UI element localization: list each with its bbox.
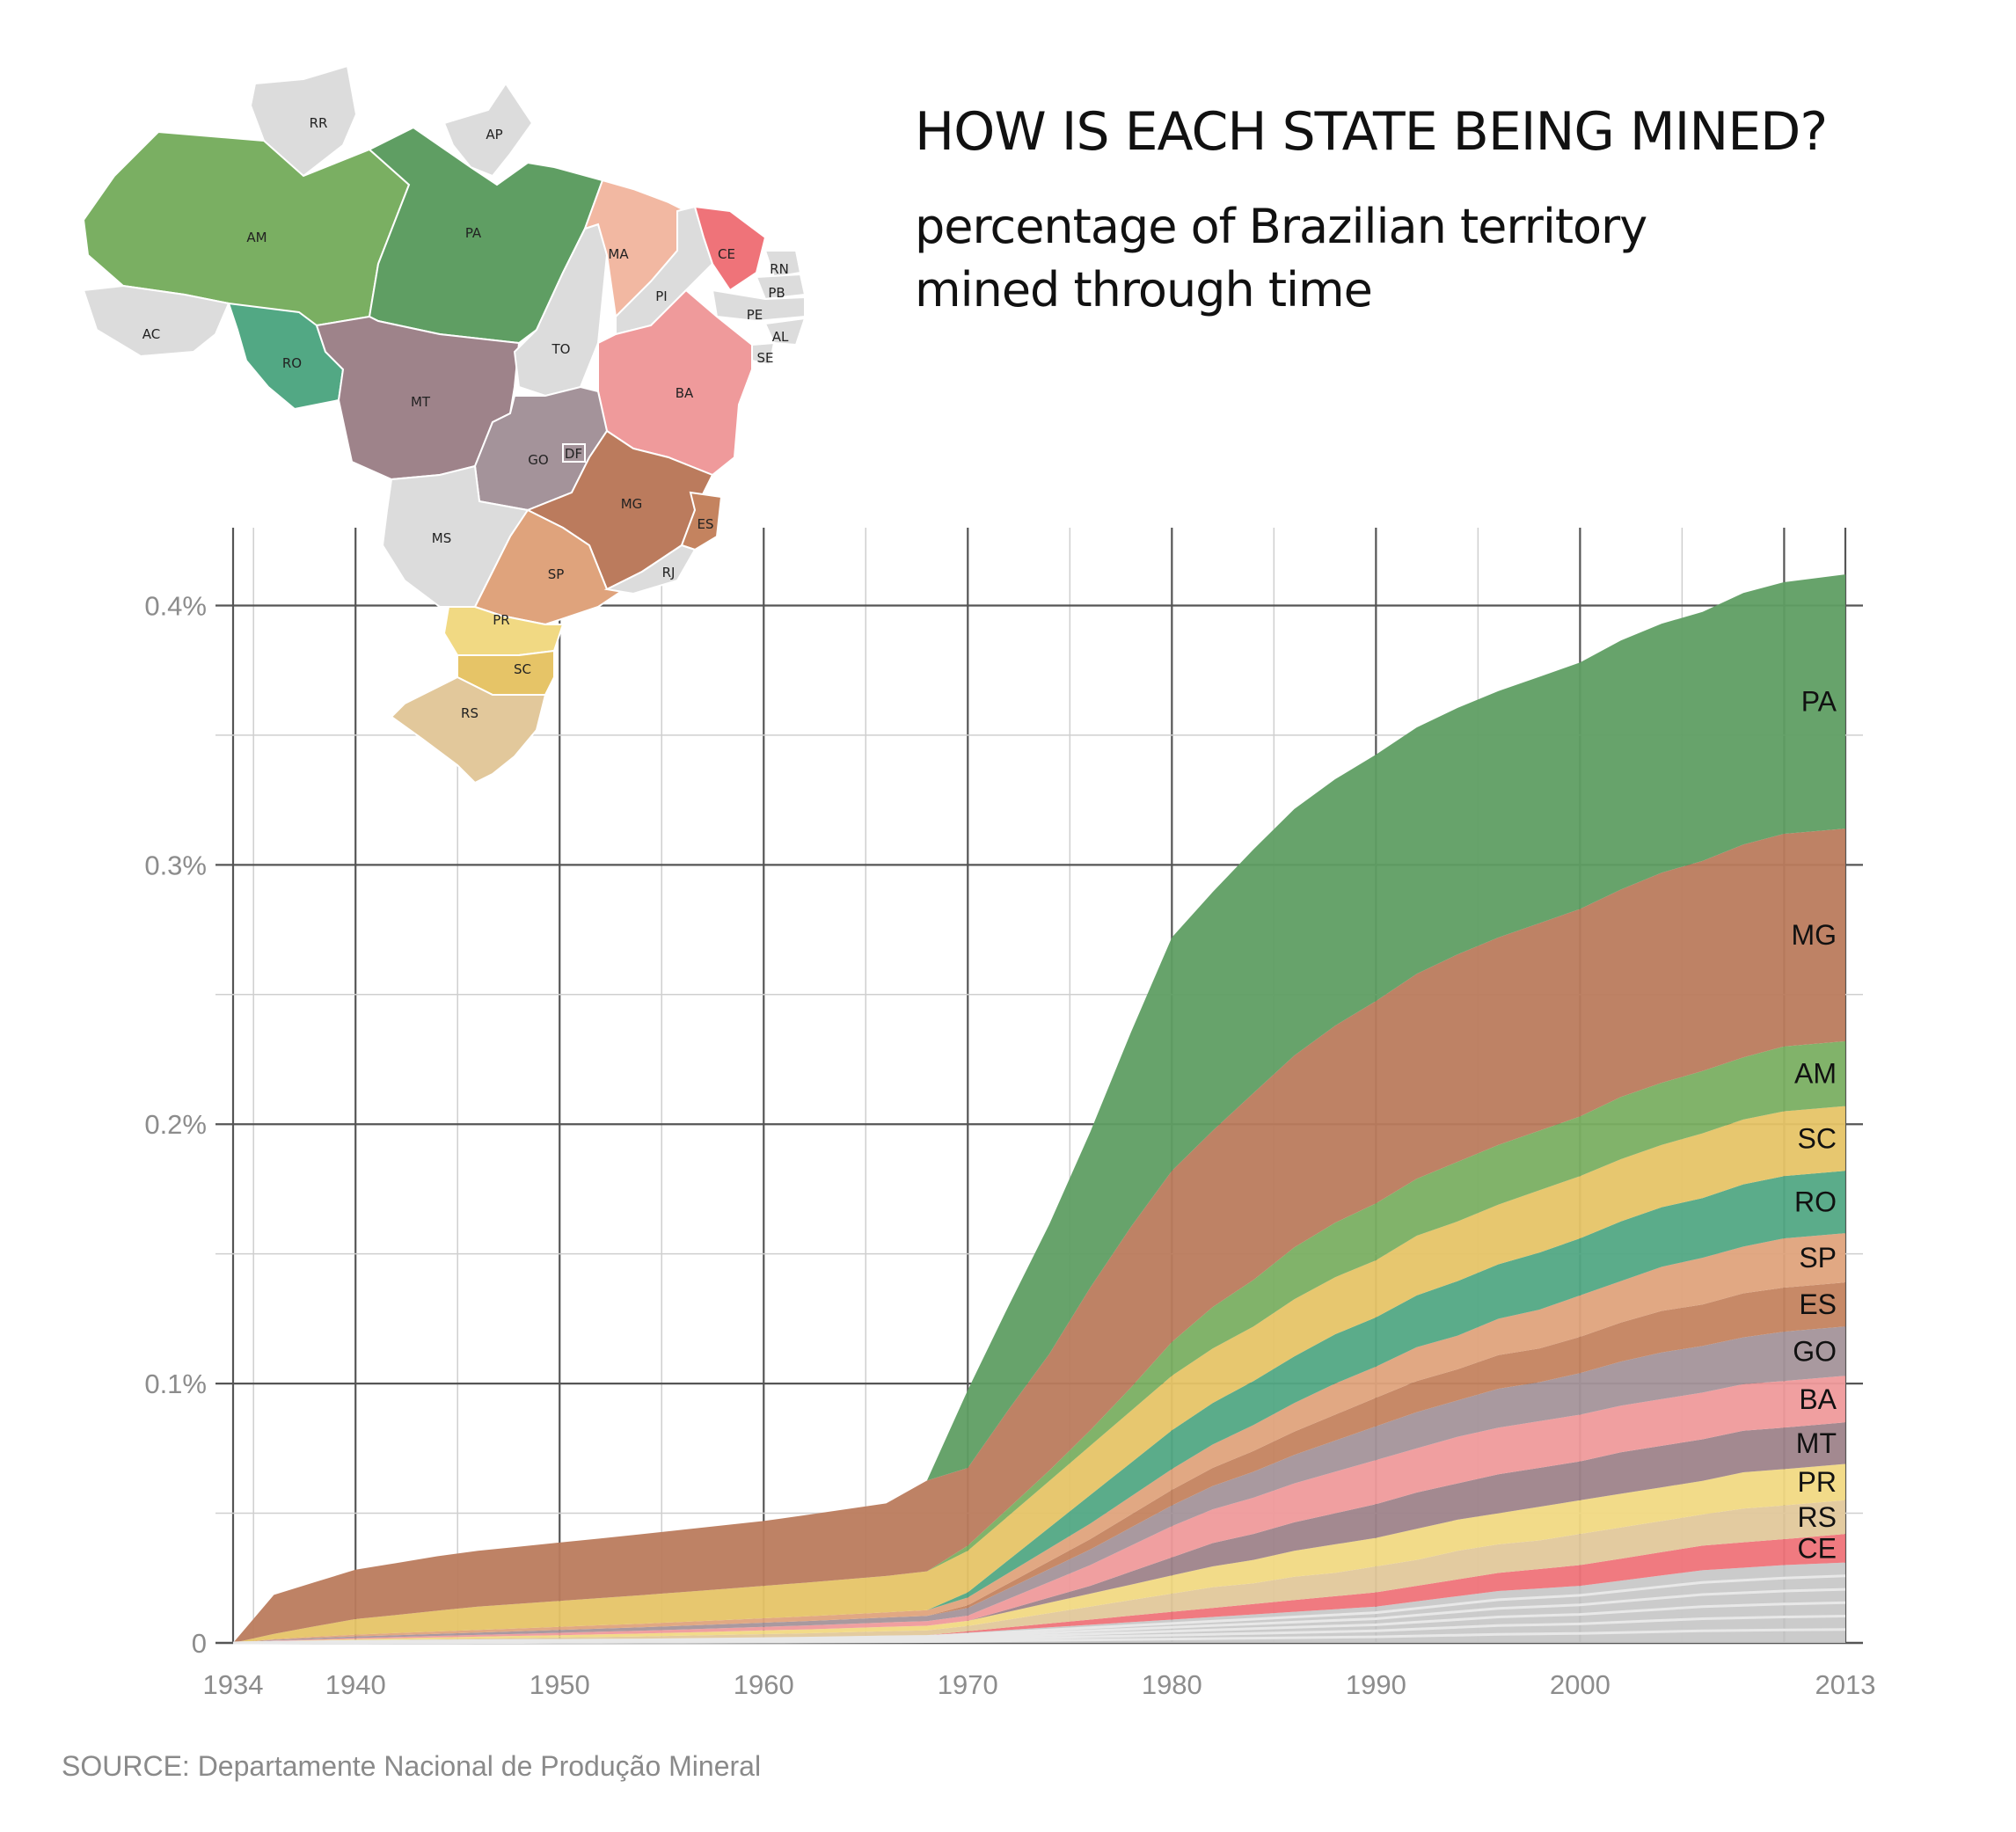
map-label-rr: RR xyxy=(310,115,328,131)
map-state-rj xyxy=(603,544,697,595)
map-label-rj: RJ xyxy=(662,565,676,580)
series-label-ro: RO xyxy=(1794,1186,1837,1218)
area-other-states xyxy=(233,1562,1845,1643)
map-state-df xyxy=(562,443,586,463)
series-label-sp: SP xyxy=(1799,1242,1837,1274)
series-label-mt: MT xyxy=(1796,1427,1837,1459)
area-ba xyxy=(233,1376,1845,1643)
area-pa xyxy=(233,574,1845,1643)
area-am xyxy=(233,1040,1845,1643)
y-tick-label: 0.1% xyxy=(144,1369,207,1399)
map-label-pr: PR xyxy=(493,612,509,628)
map-label-al: AL xyxy=(772,329,789,345)
x-tick-label: 1980 xyxy=(1142,1669,1202,1700)
series-label-go: GO xyxy=(1793,1335,1837,1367)
x-axis-ticks: 1934 1940 1950 1960 1970 1980 1990 2000 2013 xyxy=(203,1669,1876,1700)
y-axis-ticks: 0 0.1% 0.2% 0.3% 0.4% xyxy=(144,590,207,1659)
other-state-band xyxy=(232,1574,1846,1645)
map-label-rn: RN xyxy=(770,261,789,277)
x-tick-label: 1940 xyxy=(325,1669,386,1700)
area-sc xyxy=(233,1106,1845,1643)
map-label-pa: PA xyxy=(465,225,482,241)
x-tick-label: 2000 xyxy=(1550,1669,1611,1700)
brazil-map: RR AP AM PA AC RO MT TO MA PI CE RN PB P… xyxy=(82,64,807,785)
map-label-pb: PB xyxy=(768,285,785,301)
series-label-pr: PR xyxy=(1798,1466,1837,1498)
y-tick-label: 0.3% xyxy=(144,850,207,880)
map-state-al xyxy=(763,317,807,347)
map-label-ap: AP xyxy=(486,127,502,142)
map-state-to xyxy=(513,223,609,398)
area-go xyxy=(233,1326,1845,1643)
map-label-sc: SC xyxy=(514,661,531,677)
map-label-am: AM xyxy=(246,230,267,245)
stacked-areas xyxy=(232,574,1846,1645)
map-label-rs: RS xyxy=(461,705,478,721)
map-label-go: GO xyxy=(528,452,548,468)
x-tick-label: 1970 xyxy=(938,1669,998,1700)
map-label-ce: CE xyxy=(718,246,735,262)
map-state-pb xyxy=(755,273,807,301)
y-tick-label: 0 xyxy=(192,1628,207,1659)
map-label-sp: SP xyxy=(548,566,565,582)
area-ro xyxy=(233,1171,1845,1643)
area-mt xyxy=(233,1422,1845,1643)
series-label-rs: RS xyxy=(1798,1501,1837,1533)
y-tick-label: 0.2% xyxy=(144,1109,207,1140)
map-state-sp xyxy=(473,508,628,626)
map-label-se: SE xyxy=(757,350,774,366)
map-label-es: ES xyxy=(698,516,714,532)
map-state-ap xyxy=(442,82,534,178)
chart-title: HOW IS EACH STATE BEING MINED? xyxy=(915,101,1828,163)
x-tick-label: 1934 xyxy=(203,1669,264,1700)
map-label-pi: PI xyxy=(655,288,667,304)
map-label-ma: MA xyxy=(608,246,629,262)
area-pr xyxy=(233,1463,1845,1643)
map-label-df: DF xyxy=(565,446,582,462)
x-tick-label: 1950 xyxy=(530,1669,590,1700)
map-label-ac: AC xyxy=(142,326,160,342)
map-state-rn xyxy=(763,250,802,279)
map-label-mg: MG xyxy=(621,496,643,512)
y-tick-label: 0.4% xyxy=(144,590,207,621)
map-label-mt: MT xyxy=(411,394,431,410)
map-state-ce xyxy=(693,205,767,292)
area-mg xyxy=(233,828,1845,1643)
x-tick-label: 1960 xyxy=(734,1669,794,1700)
map-label-ba: BA xyxy=(676,385,694,401)
subtitle-line-1: percentage of Brazilian territory xyxy=(915,199,1647,254)
series-label-pa: PA xyxy=(1801,686,1837,718)
area-sp xyxy=(233,1233,1845,1643)
map-label-pe: PE xyxy=(747,307,763,323)
x-tick-label: 2013 xyxy=(1815,1669,1876,1700)
map-state-pr xyxy=(442,606,565,656)
area-ce xyxy=(233,1534,1845,1643)
series-label-es: ES xyxy=(1799,1288,1837,1320)
x-tick-label: 1990 xyxy=(1346,1669,1406,1700)
series-label-sc: SC xyxy=(1798,1122,1837,1154)
series-label-ba: BA xyxy=(1799,1383,1837,1415)
map-state-rs xyxy=(390,675,547,785)
map-label-ro: RO xyxy=(282,355,302,371)
source-note: SOURCE: Departamente Nacional de Produçã… xyxy=(62,1750,762,1782)
map-label-ms: MS xyxy=(432,530,451,546)
map-state-ac xyxy=(82,284,230,358)
series-label-am: AM xyxy=(1794,1058,1837,1090)
chart-subtitle: percentage of Brazilian territory mined … xyxy=(915,195,1647,322)
series-label-ce: CE xyxy=(1798,1532,1837,1564)
subtitle-line-2: mined through time xyxy=(915,262,1373,317)
map-label-to: TO xyxy=(551,341,571,357)
area-es xyxy=(233,1282,1845,1643)
series-label-mg: MG xyxy=(1791,919,1837,951)
